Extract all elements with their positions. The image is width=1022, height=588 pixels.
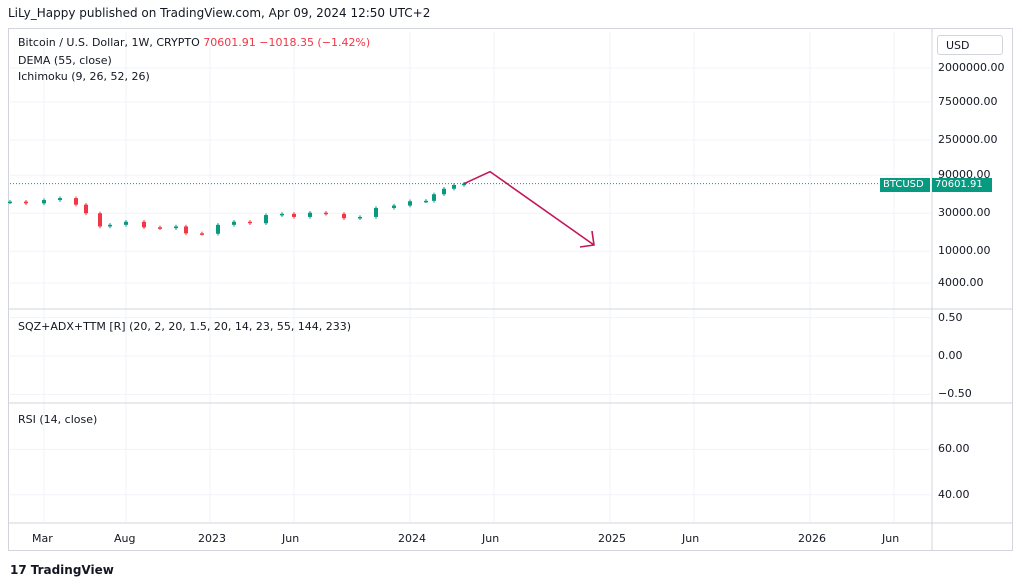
candle-body (424, 200, 428, 203)
candle-body (98, 213, 102, 227)
candle-body (392, 205, 396, 208)
x-tick-label: Aug (114, 532, 136, 545)
x-tick-label: Jun (282, 532, 300, 545)
x-tick-label: Jun (482, 532, 500, 545)
candle-body (216, 224, 220, 234)
sqz-pane-title[interactable]: SQZ+ADX+TTM [R] (20, 2, 20, 1.5, 20, 14,… (18, 320, 352, 333)
candle-body (58, 198, 62, 201)
y-tick-label: 30000.00 (938, 206, 991, 220)
candle-body (462, 183, 466, 186)
x-tick-label: 2026 (798, 532, 826, 545)
candles (8, 181, 466, 236)
chart-frame (8, 28, 1013, 551)
y-tick-label: 0.00 (938, 349, 963, 362)
y-tick-label: 10000.00 (938, 244, 991, 258)
candle-body (248, 221, 252, 224)
projection-arrow (463, 170, 595, 248)
candle-body (108, 224, 112, 227)
candle-body (142, 221, 146, 228)
candle-body (184, 226, 188, 234)
candle-body (174, 226, 178, 229)
x-tick-label: 2023 (198, 532, 226, 545)
candle-body (408, 201, 412, 206)
candle-body (280, 213, 284, 216)
y-tick-label: 0.50 (938, 310, 963, 324)
currency-button[interactable]: USD (937, 35, 1003, 55)
publisher-line: LiLy_Happy published on TradingView.com,… (8, 6, 431, 20)
x-tick-label: Jun (682, 532, 700, 545)
grid-lines (10, 32, 930, 522)
y-tick-label: 750000.00 (938, 94, 998, 108)
brand-name: TradingView (30, 563, 114, 577)
candle-body (374, 207, 378, 217)
candle-body (358, 216, 362, 219)
price-tag: 70601.91 (932, 178, 992, 192)
x-tick-label: 2025 (598, 532, 626, 545)
candle-body (84, 204, 88, 214)
y-tick-label: 60.00 (938, 442, 970, 456)
candle-body (8, 201, 12, 204)
candle-body (124, 221, 128, 225)
candle-body (42, 200, 46, 204)
candle-body (432, 194, 436, 201)
arrow-head (579, 230, 595, 248)
y-tick-label: −0.50 (938, 387, 972, 401)
y-tick-label: 2000000.00 (938, 61, 1005, 74)
candle-body (292, 213, 296, 217)
indicator-dema[interactable]: DEMA (55, close) (18, 54, 112, 67)
x-tick-label: 2024 (398, 532, 426, 545)
candle-body (24, 201, 28, 204)
x-tick-label: Jun (882, 532, 900, 545)
last-price: 70601.91 (203, 36, 256, 49)
pane-separators (8, 28, 1013, 551)
x-tick-label: Mar (32, 532, 53, 545)
tradingview-footer[interactable]: 17 TradingView (10, 563, 114, 577)
main-legend: Bitcoin / U.S. Dollar, 1W, CRYPTO 70601.… (18, 36, 370, 49)
indicator-ichimoku[interactable]: Ichimoku (9, 26, 52, 26) (18, 70, 150, 83)
candle-body (74, 198, 78, 205)
y-tick-label: 40.00 (938, 487, 970, 501)
candle-body (342, 213, 346, 219)
candle-body (200, 233, 204, 235)
y-tick-label: 250000.00 (938, 132, 998, 146)
candle-body (308, 212, 312, 217)
ticker-tag: BTCUSD (880, 178, 930, 192)
candle-body (324, 212, 328, 215)
candle-body (232, 221, 236, 225)
y-tick-label: 4000.00 (938, 276, 984, 289)
candle-body (158, 227, 162, 229)
candle-body (452, 184, 456, 189)
tradingview-logo-icon: 17 (10, 563, 27, 577)
y-tick-label: 90000.00 (938, 168, 991, 182)
symbol-title: Bitcoin / U.S. Dollar, 1W, CRYPTO (18, 36, 200, 49)
candle-body (442, 188, 446, 195)
projection-line (463, 170, 595, 246)
rsi-pane-title[interactable]: RSI (14, close) (18, 413, 98, 426)
candle-body (264, 215, 268, 224)
price-change: −1018.35 (−1.42%) (259, 36, 371, 49)
